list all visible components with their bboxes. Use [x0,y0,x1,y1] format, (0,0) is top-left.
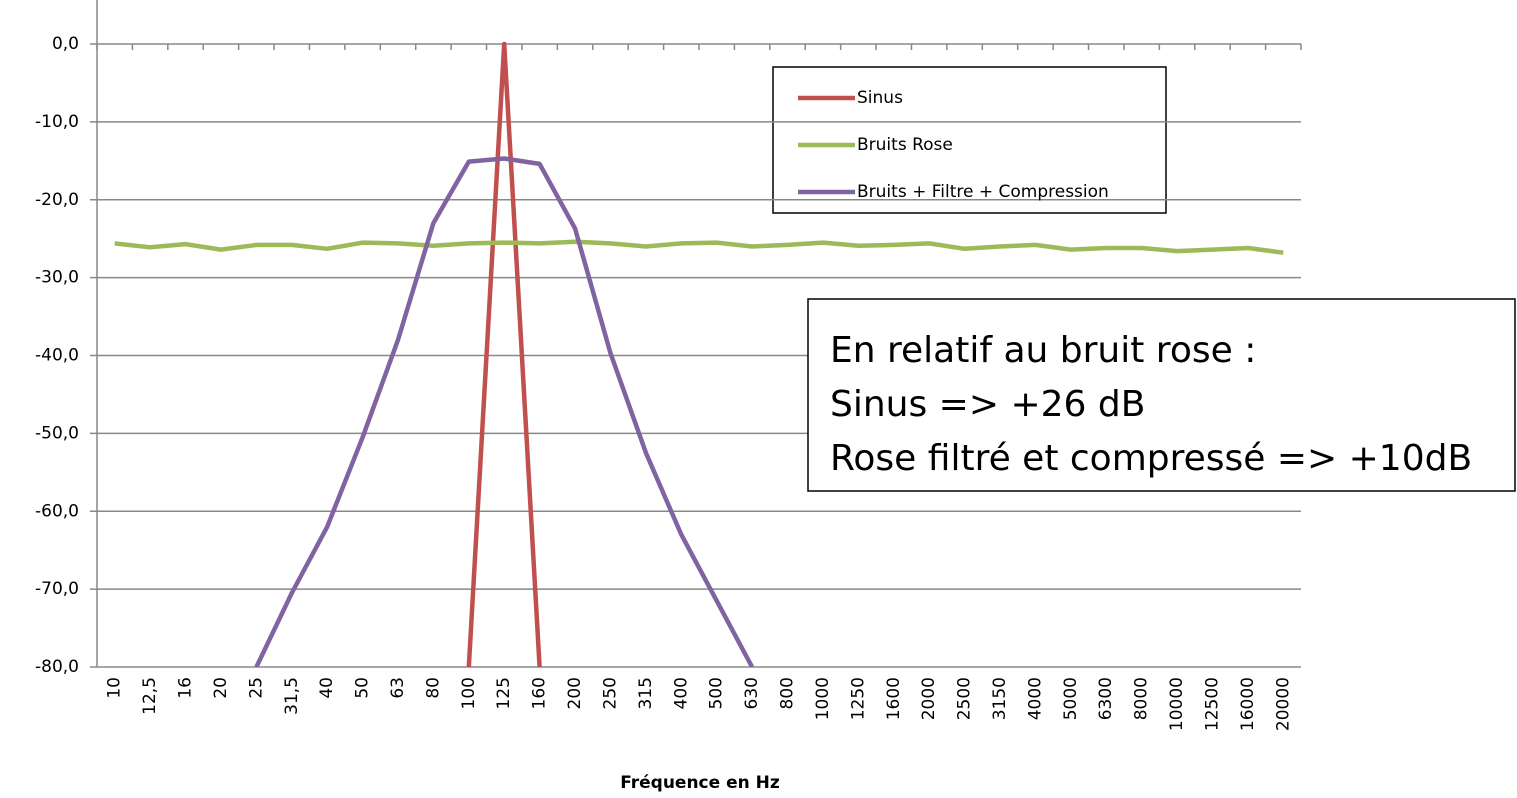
y-tick-label: -50,0 [35,423,79,443]
y-tick-label: -80,0 [35,657,79,677]
x-tick-label: 63 [388,677,408,699]
series-line [254,156,755,667]
x-tick-label: 100 [459,677,479,709]
x-tick-label: 500 [707,677,727,709]
x-tick-label: 8000 [1132,677,1152,720]
annotation-box [807,298,1516,492]
x-tick-label: 16000 [1238,677,1258,731]
legend-box [772,66,1167,214]
x-tick-label: 20 [211,677,231,699]
x-axis-label: Fréquence en Hz [620,773,780,793]
y-tick-label: -10,0 [35,112,79,132]
annotation-text: Sinus => +26 dB [830,384,1145,425]
x-tick-label: 4000 [1025,677,1045,720]
x-tick-label: 12500 [1202,677,1222,731]
x-tick-label: 10 [105,677,125,699]
x-tick-label: 12,5 [140,677,160,715]
x-tick-label: 250 [600,677,620,709]
x-tick-label: 5000 [1061,677,1081,720]
x-tick-label: 315 [636,677,656,709]
x-tick-label: 800 [778,677,798,709]
series-line [114,239,1284,255]
x-tick-label: 125 [494,677,514,709]
x-tick-label: 16 [176,677,196,699]
y-tick-label: -70,0 [35,579,79,599]
y-tick-label: -40,0 [35,346,79,366]
x-tick-label: 40 [317,677,337,699]
x-tick-label: 1600 [884,677,904,720]
y-tick-label: -20,0 [35,190,79,210]
legend-label: Bruits + Filtre + Compression [857,182,1109,202]
x-tick-label: 400 [671,677,691,709]
y-tick-label: -30,0 [35,268,79,288]
legend-label: Bruits Rose [857,135,953,155]
x-tick-label: 50 [353,677,373,699]
x-tick-label: 1000 [813,677,833,720]
y-tick-label: -60,0 [35,501,79,521]
x-tick-label: 2500 [955,677,975,720]
x-tick-label: 20000 [1273,677,1293,731]
x-tick-label: 1250 [848,677,868,720]
x-tick-label: 80 [423,677,443,699]
annotation-text: En relatif au bruit rose : [830,330,1256,371]
x-tick-label: 6300 [1096,677,1116,720]
series-line [466,41,542,667]
x-tick-label: 3150 [990,677,1010,720]
x-tick-label: 200 [565,677,585,709]
x-tick-label: 10000 [1167,677,1187,731]
x-tick-label: 25 [246,677,266,699]
annotation-text: Rose filtré et compressé => +10dB [830,438,1472,479]
x-tick-label: 630 [742,677,762,709]
y-tick-label: 0,0 [52,34,79,54]
x-tick-label: 31,5 [282,677,302,715]
x-tick-label: 2000 [919,677,939,720]
x-tick-label: 160 [530,677,550,709]
legend-label: Sinus [857,88,903,108]
